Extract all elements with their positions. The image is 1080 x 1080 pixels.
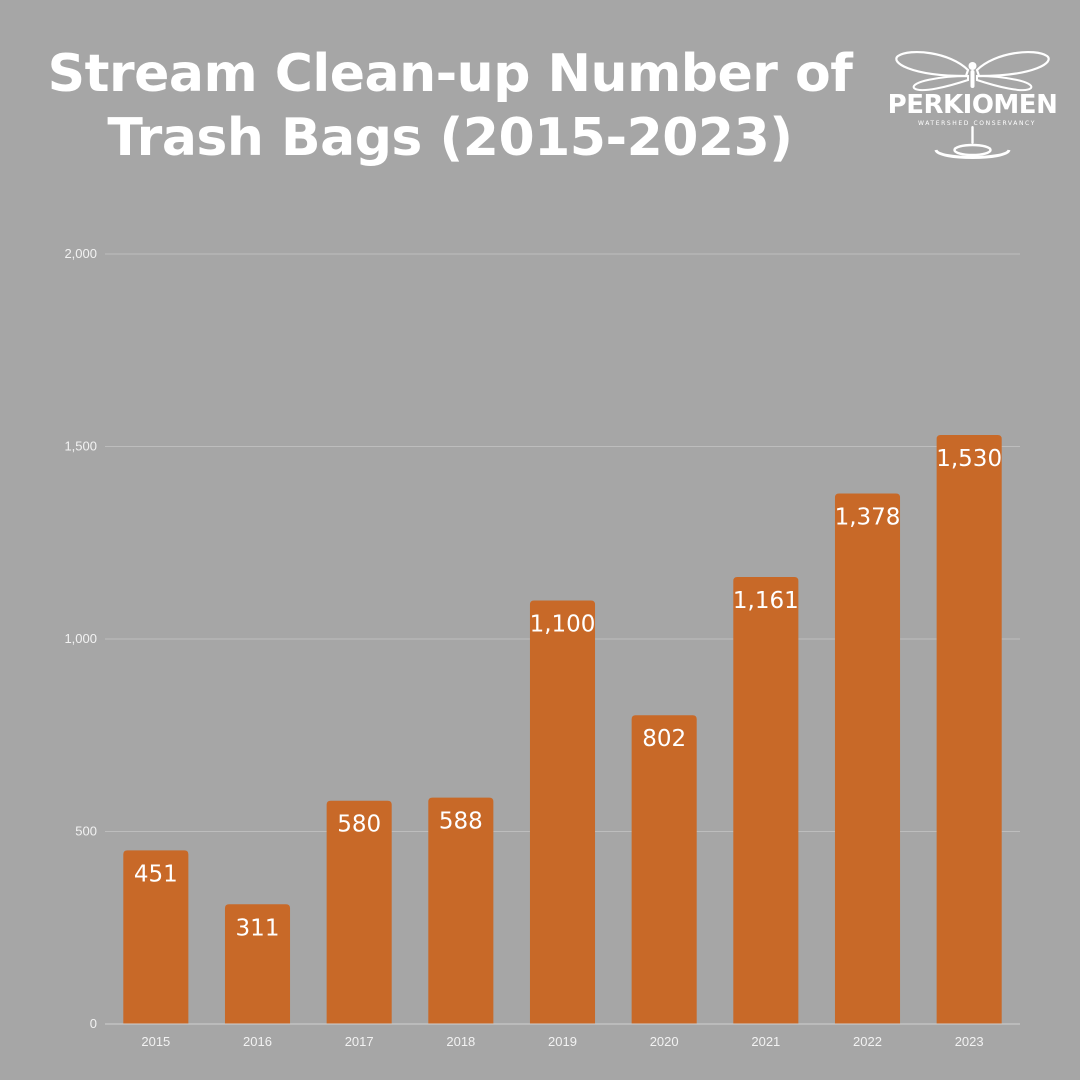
chart-title-line-1: Stream Clean-up Number of [47,44,853,104]
logo-name: PERKIOMEN [887,90,1058,120]
x-tick-label: 2017 [345,1034,374,1049]
dragonfly-logo-icon [895,50,1050,159]
bar-value-label: 1,378 [835,504,901,530]
x-axis-ticks: 2015 2016 2017 2018 2019 2020 2021 2022 2023 [141,1034,983,1049]
y-tick-label: 1,000 [64,631,97,646]
chart-title: Stream Clean-up Number of Trash Bags (20… [40,42,860,170]
bar-value-label: 1,530 [936,446,1002,472]
bar-value-label: 1,161 [733,588,799,614]
bar-value-label: 451 [134,861,178,887]
bar-value-label: 802 [642,726,686,752]
bars [123,434,1002,1025]
bar-2015 [123,850,189,1024]
bar-2017 [326,800,392,1024]
x-tick-label: 2019 [548,1034,577,1049]
y-tick-label: 500 [75,824,97,839]
bar-value-label: 1,100 [530,612,596,638]
bar-2021 [733,577,799,1024]
x-tick-label: 2018 [446,1034,475,1049]
y-axis-ticks: 0 500 1,000 1,500 2,000 [64,246,97,1031]
y-tick-label: 2,000 [64,246,97,261]
x-tick-label: 2016 [243,1034,272,1049]
bar-value-label: 311 [236,915,280,941]
bar-value-labels: 451 311 580 588 1,100 802 1,161 1,378 1,530 [134,446,1002,941]
y-tick-label: 0 [90,1016,97,1031]
x-tick-label: 2020 [650,1034,679,1049]
bar-2022 [834,493,901,1025]
bar-2016 [224,904,291,1024]
bar-2020 [631,715,697,1024]
x-tick-label: 2022 [853,1034,882,1049]
bar-value-label: 588 [439,809,483,835]
x-tick-label: 2023 [955,1034,984,1049]
bar-2018 [428,797,494,1024]
x-tick-label: 2015 [141,1034,170,1049]
logo-tagline: WATERSHED CONSERVANCY [917,120,1036,127]
chart-title-line-2: Trash Bags (2015-2023) [107,108,793,168]
bar-2019 [529,600,596,1024]
perkiomen-logo: PERKIOMEN WATERSHED CONSERVANCY [880,46,1065,166]
bar-value-label: 580 [337,812,381,838]
y-tick-label: 1,500 [64,439,97,454]
bar-2023 [936,434,1002,1024]
x-tick-label: 2021 [751,1034,780,1049]
